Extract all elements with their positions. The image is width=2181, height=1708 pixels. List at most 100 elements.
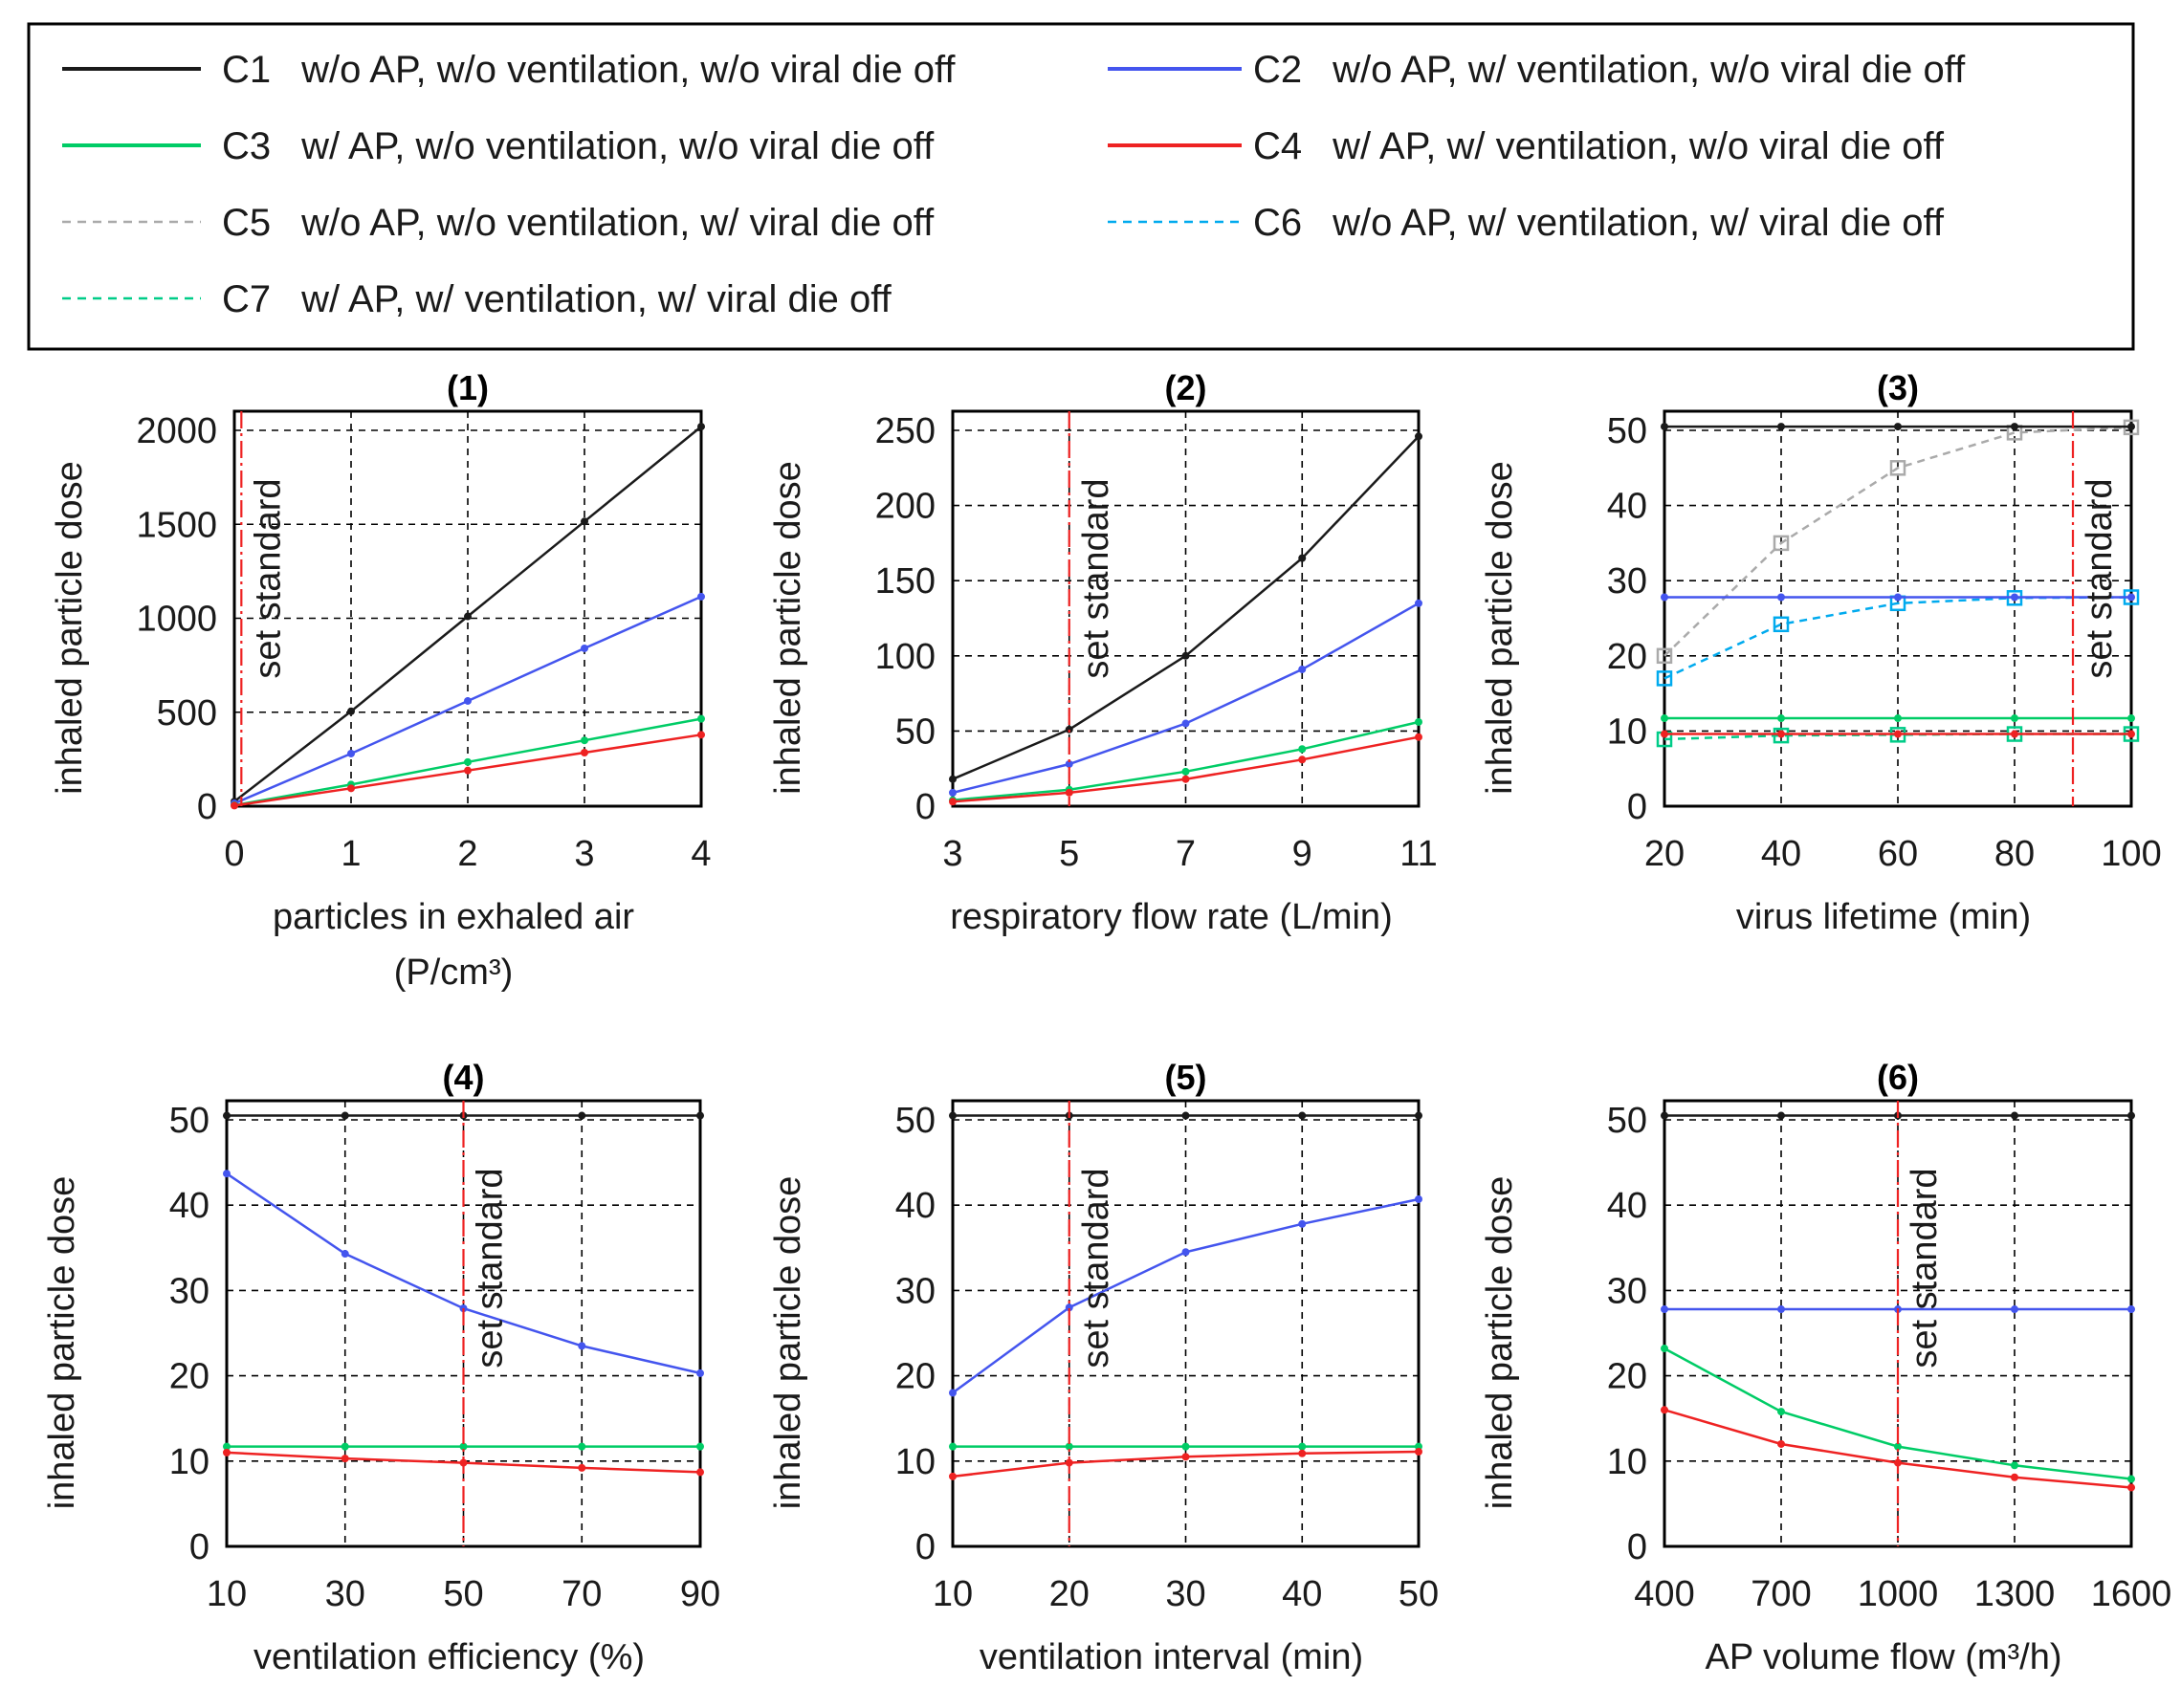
y-tick-label: 0 [189,1527,209,1567]
legend-label-c7: C7 w/ AP, w/ ventilation, w/ viral die of… [222,278,892,320]
legend-id: C5 [222,202,271,244]
data-point-c3 [2011,714,2018,723]
data-point-c4 [1661,1406,1668,1414]
x-tick-label: 60 [1878,834,1918,874]
data-point-c2 [464,696,472,705]
data-point-c1 [1894,423,1902,431]
x-axis-label: particles in exhaled air [273,897,634,937]
legend-id: C4 [1253,125,1302,167]
x-tick-label: 1000 [1858,1574,1939,1614]
data-point-c3 [2127,714,2135,723]
x-tick-label: 20 [1049,1574,1090,1614]
data-point-c2 [1894,593,1902,602]
y-tick-label: 0 [1627,787,1647,827]
y-tick-label: 20 [1607,1357,1647,1397]
data-point-c3 [1661,1345,1668,1353]
data-point-c4 [2011,1473,2018,1481]
y-tick-label: 100 [875,637,936,677]
y-tick-label: 30 [169,1271,209,1311]
data-point-c3 [1894,714,1902,723]
y-tick-label: 10 [1607,712,1647,752]
data-point-c1 [1298,554,1307,562]
data-point-c3 [1298,745,1307,754]
data-point-c1 [2011,1111,2018,1120]
y-tick-label: 250 [875,411,936,451]
data-point-c1 [578,1111,586,1120]
x-tick-label: 4 [691,834,711,874]
y-tick-label: 30 [1607,1271,1647,1311]
data-point-c1 [464,612,472,621]
data-point-c2 [2011,1305,2018,1314]
data-point-c3 [578,1442,586,1451]
y-tick-label: 50 [1607,1101,1647,1141]
data-point-c1 [2127,1111,2135,1120]
standard-label: set standard [2080,478,2120,678]
legend-text: w/ AP, w/ ventilation, w/o viral die off [1332,125,1945,167]
chart-title: (1) [447,368,489,407]
y-axis-label: inhaled particle dose [1480,1176,1520,1510]
data-point-c1 [697,423,705,431]
data-point-c2 [697,592,705,601]
data-point-c2 [1415,599,1422,607]
data-point-c2 [2011,593,2018,602]
data-point-c1 [1777,423,1785,431]
data-point-c2 [1065,759,1073,768]
y-axis-label: inhaled particle dose [1480,461,1520,795]
y-tick-label: 1000 [136,600,217,640]
data-point-c3 [1181,767,1190,776]
x-axis-label: AP volume flow (m³/h) [1705,1637,2061,1677]
chart-1: (1) 0 500 1000 1500 2000 0 1 2 3 4 particles in exh… [50,368,712,993]
data-point-c1 [1181,651,1190,660]
x-axis-label: ventilation efficiency (%) [253,1637,645,1677]
x-tick-label: 400 [1634,1574,1694,1614]
data-point-c2 [223,1170,231,1178]
x-axis-label: respiratory flow rate (L/min) [950,897,1392,937]
legend-label-c5: C5 w/o AP, w/o ventilation, w/ viral die … [222,202,935,244]
x-tick-label: 1600 [2091,1574,2172,1614]
y-tick-label: 50 [1607,411,1647,451]
data-point-c3 [581,736,588,745]
chart-6: (6) 0 10 20 30 40 50 400 700 1000 1300 1600 AP volum… [1480,1058,2171,1677]
data-point-c4 [1415,733,1422,741]
data-point-c4 [1661,730,1668,738]
y-tick-label: 20 [169,1357,209,1397]
data-point-c4 [1065,788,1073,797]
legend-label-c4: C4 w/ AP, w/ ventilation, w/o viral die o… [1253,125,1945,167]
data-point-c5 [1773,535,1790,552]
data-point-c4 [949,1472,957,1480]
y-tick-label: 40 [169,1186,209,1226]
plot-frame [951,1099,1421,1548]
data-point-c1 [223,1111,231,1120]
data-point-c4 [578,1463,586,1472]
x-tick-label: 100 [2101,834,2161,874]
standard-label: set standard [1905,1168,1945,1368]
y-tick-label: 40 [895,1186,936,1226]
x-tick-label: 70 [562,1574,602,1614]
legend-label-c1: C1 w/o AP, w/o ventilation, w/o viral die… [222,49,956,91]
data-point-c2 [578,1342,586,1350]
data-point-c4 [223,1448,231,1456]
data-point-c7 [1773,727,1790,744]
x-tick-label: 80 [1994,834,2035,874]
data-point-c2 [696,1369,704,1377]
x-tick-label: 40 [1282,1574,1322,1614]
x-tick-label: 1 [341,834,361,874]
data-point-c3 [1777,714,1785,723]
y-tick-label: 20 [1607,637,1647,677]
y-axis-label: inhaled particle dose [768,1176,808,1510]
legend-label-c3: C3 w/ AP, w/o ventilation, w/o viral die … [222,125,935,167]
data-point-c2 [1777,1305,1785,1314]
y-tick-label: 0 [915,787,936,827]
x-tick-label: 3 [942,834,962,874]
data-point-c4 [697,731,705,739]
data-point-c3 [949,1442,957,1451]
data-point-c2 [1298,665,1307,673]
chart-title: (2) [1165,368,1207,407]
y-tick-label: 200 [875,487,936,527]
data-point-c4 [1181,1453,1190,1461]
data-point-c1 [696,1111,704,1120]
data-point-c1 [949,1111,957,1120]
x-tick-label: 3 [574,834,594,874]
x-tick-label: 20 [1644,834,1685,874]
